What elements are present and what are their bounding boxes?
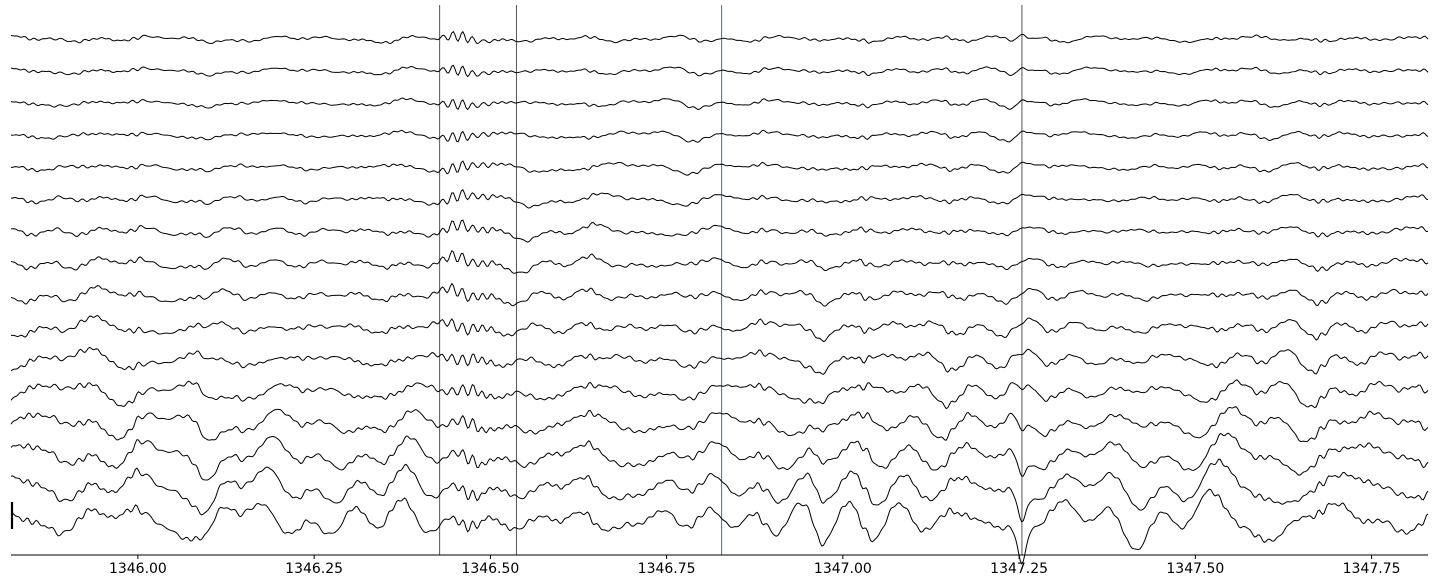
channel-trace-3: [10, 97, 1429, 111]
x-tick-label-6: 1347.50: [1166, 561, 1224, 576]
x-tick-label-5: 1347.25: [990, 561, 1048, 576]
channel-trace-5: [10, 160, 1429, 176]
channel-trace-10: [10, 315, 1429, 342]
x-tick-label-4: 1347.00: [814, 561, 872, 576]
x-tick-label-1: 1346.25: [285, 561, 343, 576]
channel-trace-11: [10, 346, 1429, 375]
channel-trace-4: [10, 129, 1429, 143]
channel-trace-15: [10, 458, 1429, 523]
channel-traces: [10, 30, 1429, 565]
event-markers: [439, 5, 1023, 555]
x-tick-label-7: 1347.75: [1343, 561, 1401, 576]
channel-trace-14: [10, 432, 1429, 481]
channel-trace-1: [10, 30, 1429, 45]
x-axis-ticks: 1346.00 1346.25 1346.50 1346.75 1347.00 1347.…: [109, 555, 1401, 576]
channel-trace-16: [10, 488, 1429, 565]
channel-trace-13: [10, 406, 1429, 443]
channel-trace-6: [10, 189, 1429, 209]
channel-trace-7: [10, 219, 1429, 243]
channel-trace-9: [10, 282, 1429, 307]
x-tick-label-3: 1346.75: [638, 561, 696, 576]
x-tick-label-0: 1346.00: [109, 561, 167, 576]
channel-trace-2: [10, 64, 1429, 78]
channel-trace-12: [10, 379, 1429, 410]
channel-trace-8: [10, 249, 1429, 274]
x-tick-label-2: 1346.50: [461, 561, 519, 576]
